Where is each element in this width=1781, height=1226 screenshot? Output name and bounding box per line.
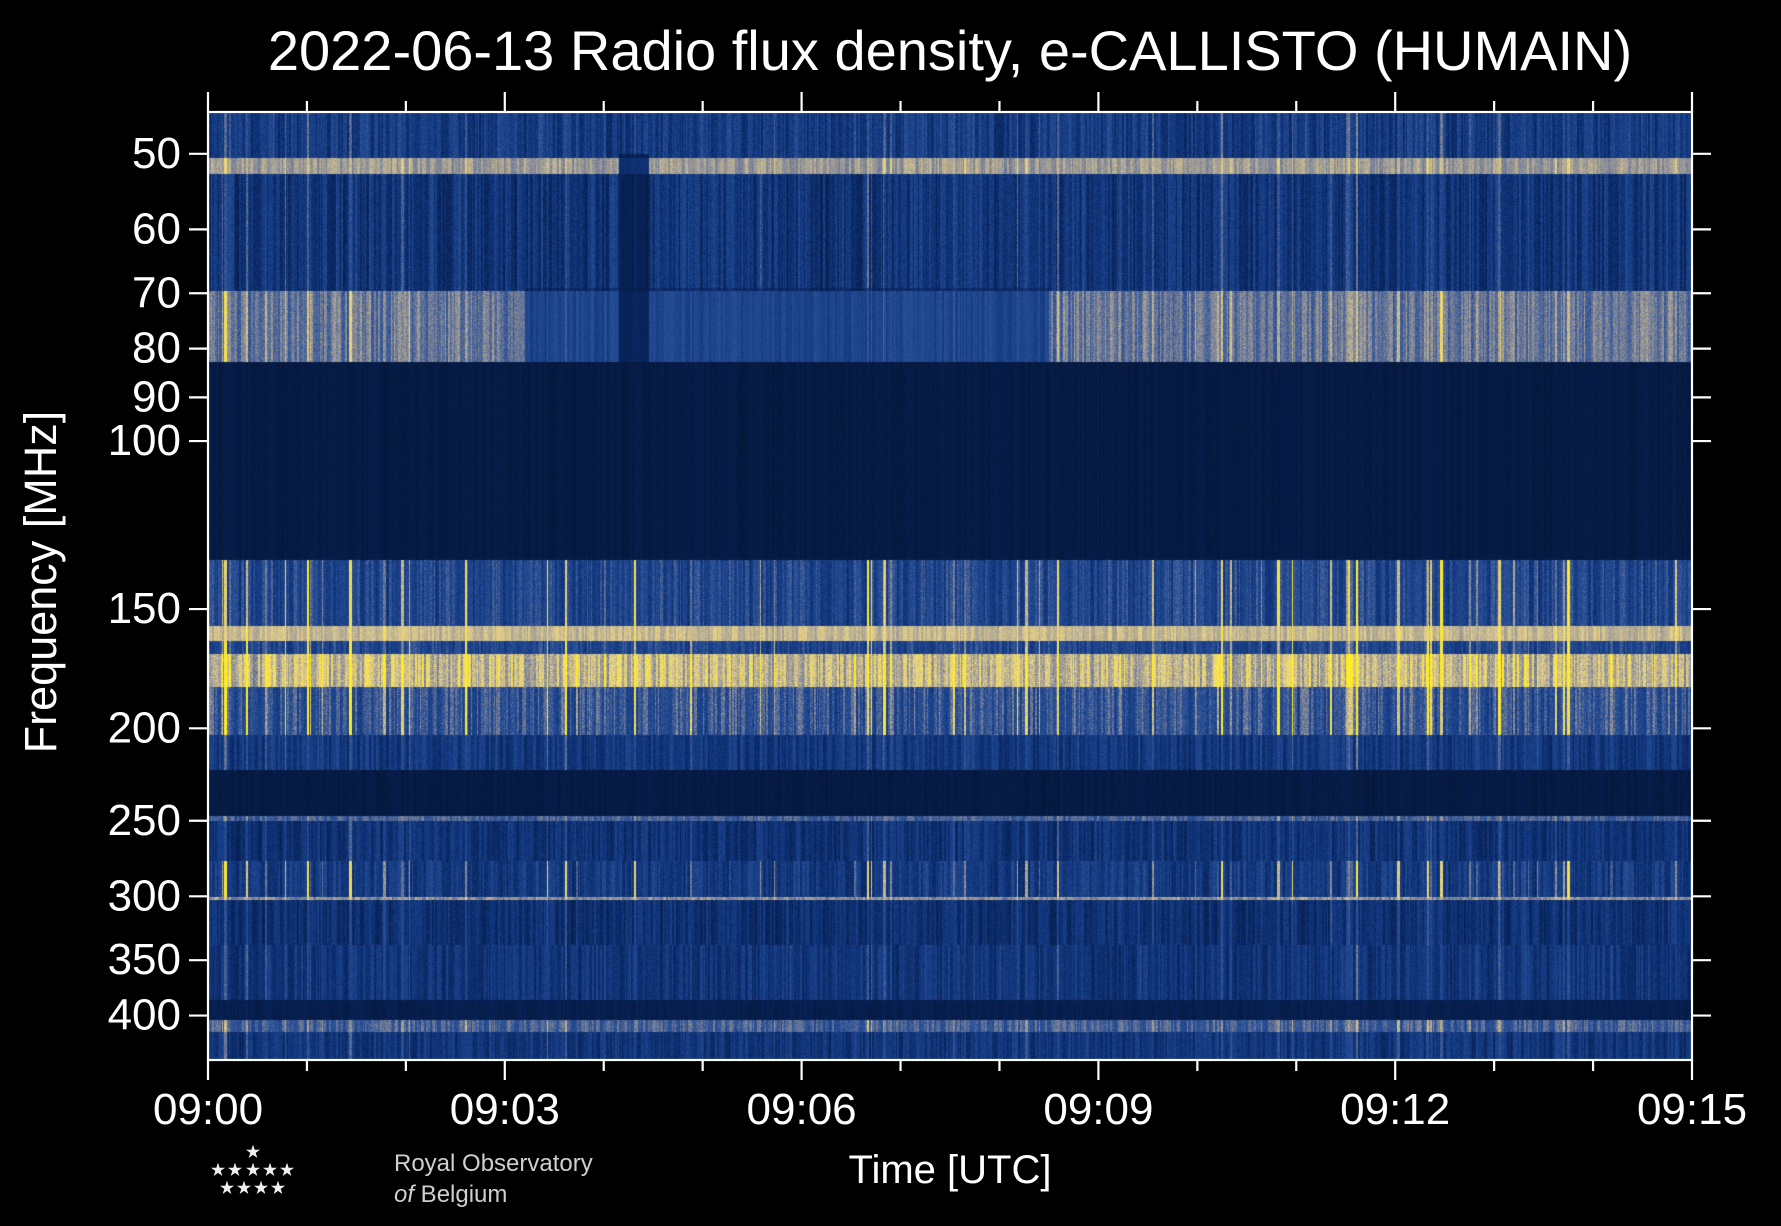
svg-text:250: 250 <box>108 796 181 845</box>
svg-text:150: 150 <box>108 584 181 633</box>
svg-text:60: 60 <box>132 204 181 253</box>
svg-text:70: 70 <box>132 268 181 317</box>
svg-text:09:15: 09:15 <box>1637 1085 1747 1134</box>
svg-text:90: 90 <box>132 372 181 421</box>
svg-text:09:03: 09:03 <box>450 1085 560 1134</box>
svg-text:400: 400 <box>108 991 181 1040</box>
svg-text:09:00: 09:00 <box>153 1085 263 1134</box>
svg-text:300: 300 <box>108 871 181 920</box>
svg-text:80: 80 <box>132 324 181 373</box>
svg-text:09:06: 09:06 <box>747 1085 857 1134</box>
svg-text:350: 350 <box>108 935 181 984</box>
svg-text:09:09: 09:09 <box>1043 1085 1153 1134</box>
svg-text:09:12: 09:12 <box>1340 1085 1450 1134</box>
svg-text:50: 50 <box>132 129 181 178</box>
svg-text:100: 100 <box>108 416 181 465</box>
svg-text:200: 200 <box>108 703 181 752</box>
